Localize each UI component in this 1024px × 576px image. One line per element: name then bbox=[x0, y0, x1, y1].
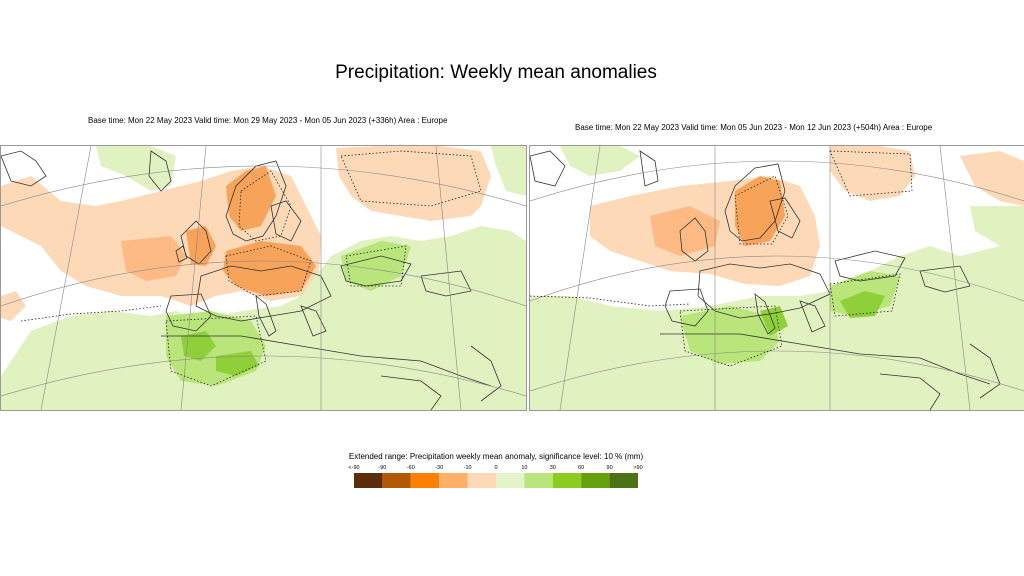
wet-area-ne-right bbox=[970, 206, 1024, 256]
legend-swatch bbox=[524, 473, 553, 488]
wet-core-med-right bbox=[680, 306, 780, 364]
legend-swatch bbox=[496, 473, 525, 488]
dry-core-scandinavia-right bbox=[735, 176, 785, 246]
page-title: Precipitation: Weekly mean anomalies bbox=[335, 62, 657, 83]
legend-tick-label: -60 bbox=[407, 465, 415, 471]
dry-area-east bbox=[960, 151, 1024, 206]
dry-core-central-europe bbox=[223, 241, 316, 296]
wet-strong-algeria bbox=[216, 351, 259, 376]
dry-area-left-edge bbox=[1, 291, 26, 321]
dry-core-atlantic-right bbox=[650, 206, 720, 256]
wet-area-north-edge bbox=[96, 146, 176, 191]
legend-tick-label: >90 bbox=[633, 465, 642, 471]
dry-area-russia bbox=[336, 146, 491, 221]
graticule-right bbox=[530, 146, 1024, 410]
legend-swatch bbox=[581, 473, 610, 488]
coastlines bbox=[1, 150, 502, 410]
map-left-week1 bbox=[0, 145, 527, 411]
wet-area-ne-corner bbox=[491, 146, 526, 196]
legend-tick-label: 90 bbox=[607, 465, 613, 471]
legend-colorbar: <-90 -90 -60 -30 -10 0 10 30 60 90 >90 bbox=[348, 465, 643, 488]
legend-swatch bbox=[467, 473, 496, 488]
legend-swatch bbox=[410, 473, 440, 488]
coastlines-right bbox=[530, 150, 1001, 410]
legend-tick-label: <-90 bbox=[348, 465, 359, 471]
wet-strong-spain bbox=[181, 331, 216, 361]
legend-tick-label: 30 bbox=[550, 465, 556, 471]
legend-tick-label: -30 bbox=[435, 465, 443, 471]
map-right-subtitle: Base time: Mon 22 May 2023 Valid time: M… bbox=[575, 123, 933, 132]
dry-core-uk-scandinavia bbox=[186, 226, 216, 266]
wet-strong-italy bbox=[760, 306, 788, 336]
legend-title: Extended range: Precipitation weekly mea… bbox=[348, 452, 644, 461]
legend-swatch bbox=[439, 473, 468, 488]
wet-strong-balkans bbox=[840, 291, 885, 318]
wet-area-north-right bbox=[560, 146, 640, 176]
legend-swatch bbox=[382, 473, 411, 488]
map-right-canvas bbox=[530, 146, 1024, 410]
wet-core-black-sea bbox=[341, 241, 411, 291]
legend-swatch bbox=[354, 473, 383, 488]
legend-tick-label: -10 bbox=[464, 465, 472, 471]
graticule bbox=[1, 146, 526, 410]
legend-tick-label: 0 bbox=[494, 465, 497, 471]
dry-core-norway bbox=[226, 166, 276, 231]
significance-contours-right bbox=[530, 150, 913, 367]
map-left-subtitle: Base time: Mon 22 May 2023 Valid time: M… bbox=[88, 116, 448, 125]
legend-tick-label: 60 bbox=[578, 465, 584, 471]
significance-contours bbox=[20, 150, 482, 387]
legend-swatch bbox=[552, 473, 582, 488]
legend-swatch bbox=[609, 473, 638, 488]
legend-tick-label: -90 bbox=[378, 465, 386, 471]
map-right-week2 bbox=[529, 145, 1024, 411]
legend-tick-label: 10 bbox=[521, 465, 527, 471]
map-left-canvas bbox=[1, 146, 526, 410]
dry-area-russia-right bbox=[830, 146, 915, 201]
dry-core-biscay bbox=[121, 236, 186, 281]
